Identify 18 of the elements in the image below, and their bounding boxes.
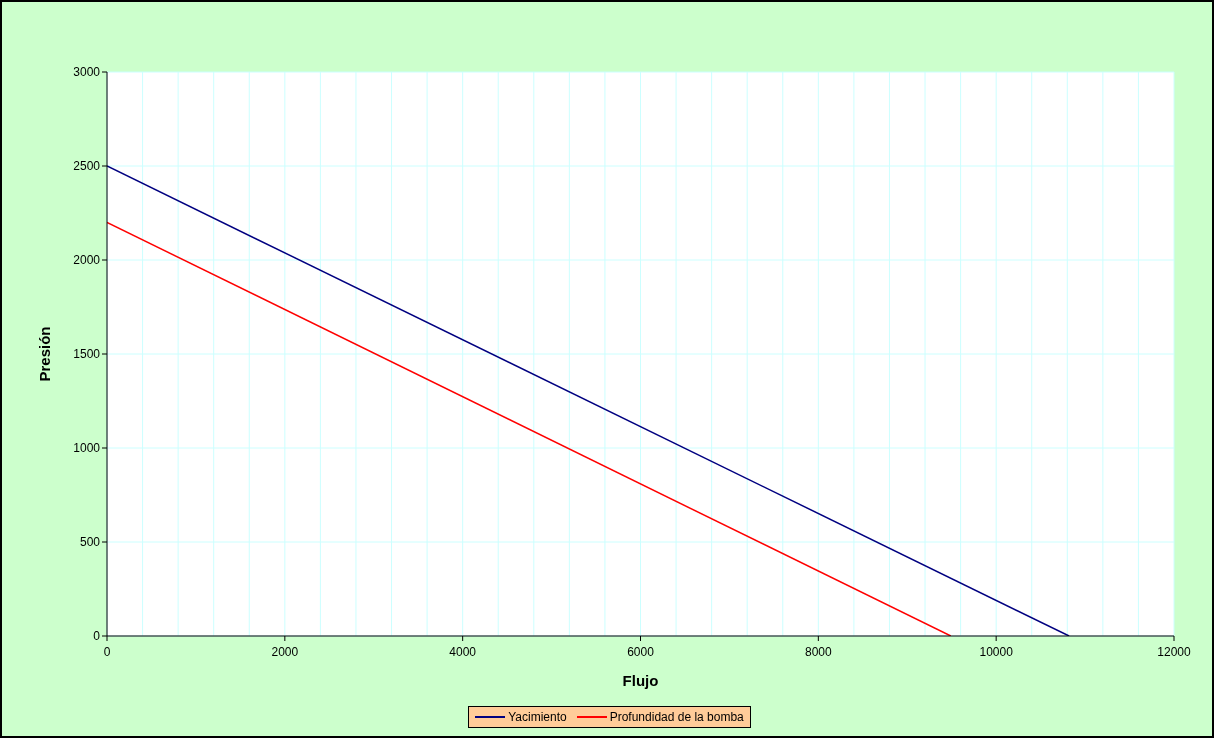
y-tick-label: 1000	[73, 441, 101, 456]
x-tick-label: 0	[103, 645, 111, 659]
y-tick-label: 2500	[73, 159, 101, 174]
x-tick-label: 8000	[804, 645, 832, 659]
legend-label: Yacimiento	[507, 710, 567, 724]
x-axis-title: Flujo	[622, 672, 659, 689]
legend-label: Profundidad de la bomba	[608, 710, 744, 724]
x-tick-label: 4000	[449, 645, 477, 659]
y-tick-label: 3000	[73, 65, 101, 80]
x-tick-label: 12000	[1157, 645, 1192, 659]
y-tick-label: 1500	[73, 347, 101, 362]
x-tick-label: 2000	[271, 645, 299, 659]
y-tick-label: 500	[79, 535, 101, 550]
x-tick-label: 6000	[627, 645, 655, 659]
x-tick-label: 10000	[979, 645, 1014, 659]
y-tick-label: 2000	[73, 253, 101, 268]
y-tick-label: 0	[93, 629, 101, 644]
y-axis-title: Presión	[36, 326, 54, 382]
